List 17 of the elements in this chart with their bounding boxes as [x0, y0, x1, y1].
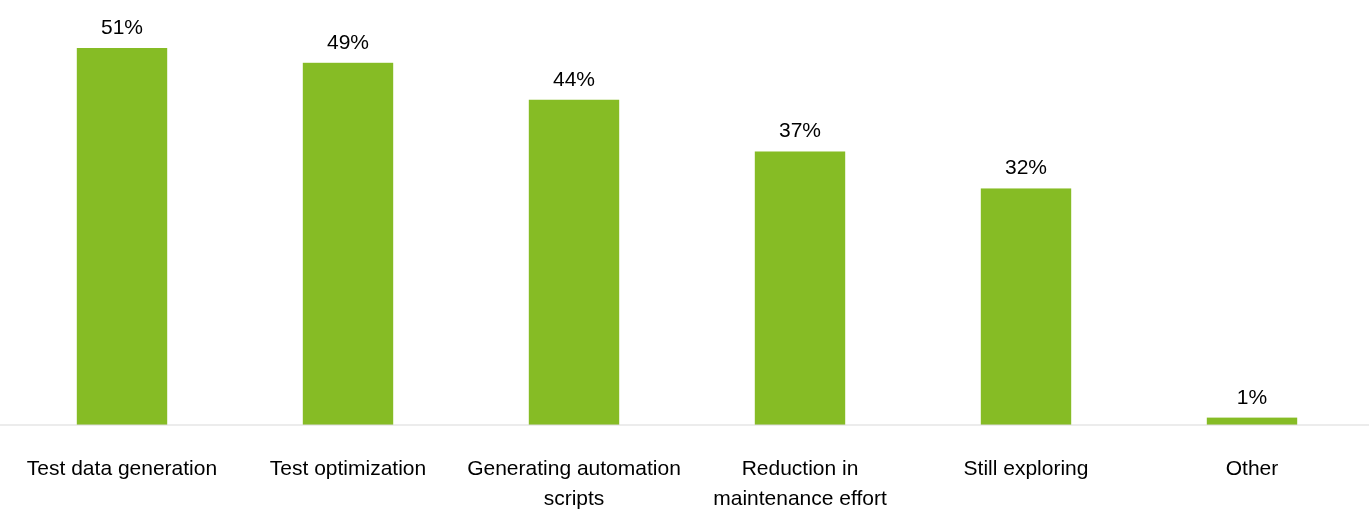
x-tick-label: Generating automation scripts: [467, 456, 681, 509]
x-tick-label: Still exploring: [963, 456, 1089, 479]
data-label: 1%: [1236, 384, 1268, 408]
bar: [302, 62, 394, 425]
x-tick-label: Test data generation: [26, 456, 218, 479]
data-label: 37%: [778, 118, 822, 142]
data-label: 32%: [1004, 155, 1048, 179]
bar: [528, 99, 620, 425]
bar: [76, 48, 168, 425]
bar: [980, 188, 1072, 425]
data-label: 49%: [326, 29, 370, 53]
data-label: 51%: [100, 15, 144, 38]
x-tick-label: Reduction in maintenance effort: [713, 456, 887, 509]
x-tick-label: Other: [1225, 456, 1279, 479]
x-tick-label: Test optimization: [269, 456, 427, 479]
bar: [754, 151, 846, 425]
data-label: 44%: [552, 66, 596, 90]
